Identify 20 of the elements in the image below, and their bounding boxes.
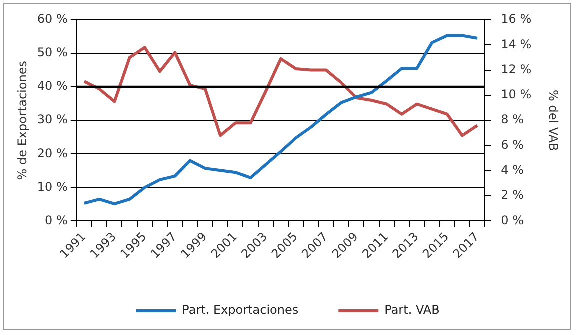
legend-label: Part. VAB	[384, 303, 440, 318]
y-tick-label: 60 %	[37, 12, 68, 26]
y-tick-label: 0 %	[45, 213, 68, 228]
y-tick-label: 10 %	[37, 180, 68, 194]
y-tick-label: 50 %	[37, 46, 68, 60]
y-tick-label: 30 %	[37, 112, 68, 127]
y2-tick-label: 14 %	[501, 37, 532, 52]
y-tick-label: 40 %	[37, 79, 68, 94]
y2-tick-label: 16 %	[501, 12, 532, 26]
y2-tick-label: 10 %	[501, 88, 532, 102]
y-axis-title: % de Exportaciones	[15, 61, 30, 180]
y-tick-label: 20 %	[37, 146, 68, 160]
y2-tick-label: 8 %	[501, 112, 524, 127]
y2-tick-label: 4 %	[501, 163, 524, 178]
y2-tick-label: 0 %	[501, 213, 524, 228]
legend-label: Part. Exportaciones	[182, 303, 299, 318]
y2-tick-label: 2 %	[501, 188, 524, 202]
y2-tick-label: 12 %	[501, 62, 532, 76]
y2-axis-title: % del VAB	[546, 90, 561, 152]
y2-tick-label: 6 %	[501, 138, 524, 152]
